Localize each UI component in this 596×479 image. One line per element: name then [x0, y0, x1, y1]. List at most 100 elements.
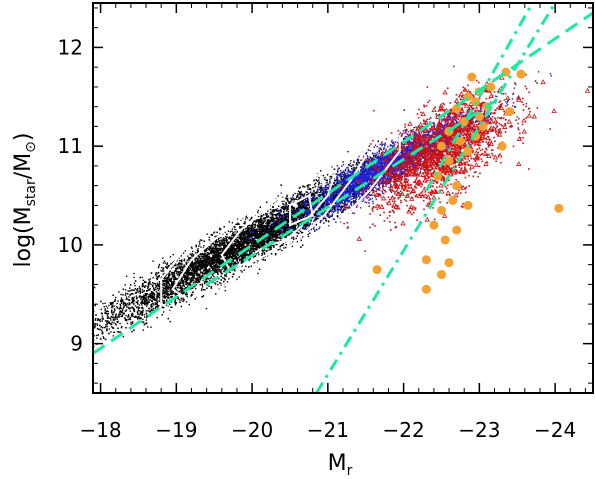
data-point — [367, 193, 370, 195]
data-point — [210, 245, 213, 247]
data-point — [163, 283, 166, 285]
data-point — [187, 285, 189, 287]
data-point — [273, 224, 276, 226]
data-point — [150, 283, 152, 286]
data-point — [275, 223, 278, 226]
data-point — [198, 257, 200, 260]
data-point — [235, 244, 237, 247]
data-point — [329, 178, 331, 180]
data-point — [225, 237, 228, 240]
data-point — [213, 231, 216, 233]
data-point — [181, 282, 184, 284]
data-point — [190, 269, 193, 272]
data-point — [155, 275, 157, 277]
data-point — [91, 342, 92, 343]
data-point — [206, 271, 209, 274]
data-point — [267, 210, 269, 212]
data-point — [285, 204, 287, 206]
data-point — [218, 267, 220, 269]
data-point — [218, 277, 220, 280]
data-point — [100, 308, 102, 311]
data-point — [200, 255, 202, 257]
data-point — [322, 218, 324, 220]
data-point — [139, 289, 141, 291]
data-point — [131, 313, 133, 315]
data-point — [113, 319, 115, 322]
data-point — [144, 300, 146, 303]
data-point — [276, 244, 279, 246]
data-point — [133, 296, 136, 298]
data-point — [263, 226, 265, 229]
data-point — [302, 220, 304, 222]
data-point — [119, 311, 121, 313]
data-point — [156, 283, 159, 286]
data-point — [258, 222, 260, 225]
data-point — [296, 219, 298, 221]
data-point — [122, 307, 124, 309]
data-point — [326, 174, 329, 176]
data-point — [298, 202, 301, 205]
data-point — [181, 264, 183, 266]
data-point — [49, 346, 50, 347]
data-point — [291, 245, 294, 248]
data-point — [242, 241, 244, 244]
data-point — [202, 263, 204, 265]
data-point — [158, 305, 160, 307]
data-point — [43, 341, 44, 342]
data-point — [354, 200, 356, 202]
data-point — [261, 219, 263, 222]
data-point — [222, 248, 224, 250]
data-point — [264, 217, 266, 219]
data-point — [227, 263, 229, 265]
data-point — [324, 217, 326, 219]
data-point — [169, 274, 171, 277]
data-point — [169, 303, 171, 306]
data-point — [276, 236, 278, 238]
data-point — [232, 244, 234, 246]
data-point — [195, 273, 198, 275]
data-point — [110, 315, 113, 318]
data-point — [26, 381, 27, 382]
data-point — [273, 228, 275, 230]
data-point — [146, 303, 149, 305]
data-point — [108, 304, 110, 307]
data-point — [335, 221, 337, 223]
data-point — [142, 298, 144, 301]
data-point — [179, 263, 182, 265]
data-point — [198, 281, 201, 283]
data-point — [192, 263, 194, 265]
data-point — [148, 294, 150, 296]
data-point — [312, 200, 314, 203]
data-point — [314, 230, 316, 232]
data-point — [225, 238, 227, 241]
data-point — [115, 324, 117, 326]
data-point — [128, 308, 131, 310]
data-point — [188, 303, 191, 306]
series-0 — [26, 62, 593, 382]
data-point — [164, 280, 167, 283]
data-point — [50, 342, 51, 343]
data-point — [196, 269, 198, 272]
data-point — [119, 304, 122, 307]
data-point — [265, 213, 268, 215]
data-point — [266, 213, 269, 215]
data-point — [313, 199, 315, 202]
data-point — [122, 303, 125, 306]
data-point — [82, 317, 83, 318]
data-point — [261, 258, 264, 261]
data-point — [221, 241, 224, 243]
data-point — [223, 266, 225, 269]
data-point — [102, 318, 105, 320]
data-point — [263, 251, 265, 254]
data-point — [209, 245, 211, 248]
data-point — [356, 159, 359, 161]
data-point — [175, 289, 178, 291]
data-point — [277, 195, 279, 197]
data-point — [140, 291, 142, 293]
data-point — [218, 241, 221, 244]
data-point — [260, 225, 262, 228]
data-point — [342, 178, 345, 181]
data-point — [236, 252, 239, 255]
data-point — [154, 273, 157, 276]
data-point — [242, 255, 245, 257]
